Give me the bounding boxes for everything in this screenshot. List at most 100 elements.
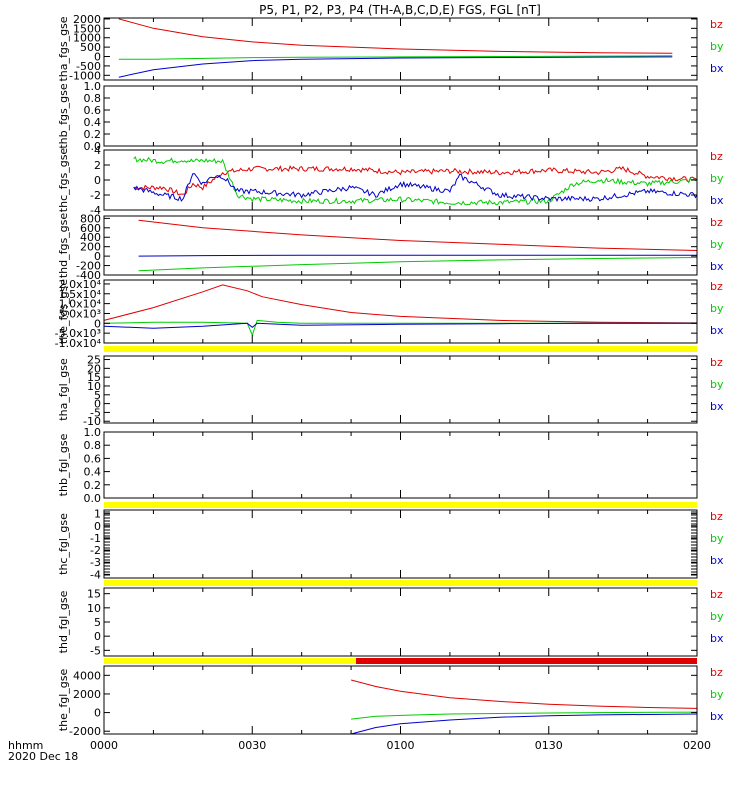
- series-by-line: [351, 711, 698, 720]
- legend-bz: bz: [710, 150, 723, 163]
- y-axis-label: thd_fgs_gse: [57, 213, 70, 279]
- y-tick-label: 0: [94, 630, 101, 643]
- flag-bar-yellow: [104, 658, 357, 664]
- y-tick-label: -5: [90, 644, 101, 657]
- panel-frame: [103, 587, 698, 657]
- legend-by: by: [710, 532, 724, 545]
- y-tick-label: 1500: [73, 22, 101, 35]
- y-axis-label: thb_fgl_gse: [57, 433, 70, 496]
- y-tick-label: -1000: [69, 69, 101, 82]
- y-tick-label: 1.0: [84, 80, 102, 93]
- y-tick-label: 20: [87, 362, 101, 375]
- y-tick-label: 0.2: [84, 128, 102, 141]
- y-tick-label: -3: [90, 556, 101, 569]
- y-axis-label: the_fgs_gse: [57, 279, 70, 344]
- y-tick-label: 0.0: [84, 140, 102, 153]
- legend-bx: bx: [710, 710, 724, 723]
- y-axis-label: the_fgl_gse: [57, 669, 70, 732]
- y-axis-label: thc_fgs_gse: [57, 148, 70, 213]
- series-by-line: [133, 156, 698, 206]
- y-tick-label: 600: [80, 222, 101, 235]
- y-tick-label: -4: [90, 204, 101, 217]
- legend-bx: bx: [710, 62, 724, 75]
- legend-bx: bx: [710, 324, 724, 337]
- series-bz-line: [138, 219, 698, 251]
- y-tick-label: 4: [94, 144, 101, 157]
- legend-by: by: [710, 302, 724, 315]
- y-tick-label: 2000: [73, 13, 101, 26]
- y-axis-label: thb_fgs_gse: [57, 83, 70, 149]
- y-tick-label: 0.8: [84, 439, 102, 452]
- legend-bz: bz: [710, 280, 723, 293]
- series-by-line: [118, 55, 673, 60]
- y-tick-label: -500: [76, 60, 101, 73]
- y-tick-label: 0.6: [84, 452, 102, 465]
- y-tick-label: 0.2: [84, 479, 102, 492]
- y-tick-label: 0.4: [84, 466, 102, 479]
- y-tick-label: 25: [87, 354, 101, 367]
- legend-bx: bx: [710, 194, 724, 207]
- panel-frame: [103, 149, 698, 211]
- series-bz-line: [103, 284, 698, 324]
- legend-by: by: [710, 40, 724, 53]
- y-tick-label: 5: [94, 389, 101, 402]
- y-tick-label: -10: [83, 415, 101, 428]
- y-tick-label: 800: [80, 212, 101, 225]
- y-tick-label: 1000: [73, 32, 101, 45]
- series-bx-line: [350, 713, 698, 735]
- x-label-hhmm: hhmm: [8, 739, 43, 752]
- legend-bz: bz: [710, 216, 723, 229]
- x-tick-label: 0130: [535, 739, 563, 752]
- y-tick-label: 0: [94, 174, 101, 187]
- y-tick-label: 2: [94, 159, 101, 172]
- y-tick-label: 200: [80, 241, 101, 254]
- panel-thb_fgl_gse: 1.00.80.60.40.20.0 thb_fgl_gse: [57, 426, 698, 505]
- y-tick-label: 4000: [73, 669, 101, 682]
- y-tick-label: 2000: [73, 688, 101, 701]
- series-bx-line: [133, 173, 698, 202]
- panel-thb_fgs_gse: 1.00.80.60.40.20.0 thb_fgs_gse: [57, 80, 698, 153]
- legend-by: by: [710, 238, 724, 251]
- legend-bx: bx: [710, 260, 724, 273]
- y-tick-label: 0: [94, 250, 101, 263]
- y-axis-label: thd_fgl_gse: [57, 590, 70, 653]
- legend-by: by: [710, 172, 724, 185]
- series-bz-line: [133, 165, 698, 196]
- x-tick-label: 0030: [238, 739, 266, 752]
- panel-thc_fgl_gse: 10-1-2-3-4 thc_fgl_gse bz by bx: [57, 508, 724, 582]
- y-tick-label: -1: [90, 532, 101, 545]
- legend-by: by: [710, 378, 724, 391]
- y-tick-label: 0.4: [84, 116, 102, 129]
- y-tick-label: -2: [90, 189, 101, 202]
- y-tick-label: 15: [87, 371, 101, 384]
- y-tick-label: 0: [94, 520, 101, 533]
- panel-the_fgs_gse: 2.0x10⁴1.5x10⁴1.0x10⁴5.0x10³0-5.0x10³-1.…: [55, 278, 724, 350]
- series-bx-line: [118, 56, 673, 78]
- y-tick-label: 0: [94, 317, 101, 330]
- y-tick-label: -4: [90, 568, 101, 581]
- y-tick-label: 1: [94, 508, 101, 521]
- series-bx-line: [103, 322, 697, 329]
- y-axis-label: tha_fgl_gse: [57, 358, 70, 421]
- y-tick-label: -200: [76, 260, 101, 273]
- y-tick-label: 1.5x10⁴: [59, 288, 102, 301]
- y-tick-label: -5: [90, 406, 101, 419]
- y-tick-label: -1.0x10⁴: [55, 337, 102, 350]
- y-tick-label: 0: [94, 398, 101, 411]
- y-tick-label: 10: [87, 380, 101, 393]
- panel-frame: [103, 85, 698, 147]
- y-tick-label: -5.0x10³: [55, 327, 101, 340]
- y-axis-label: tha_fgs_gse: [57, 16, 70, 81]
- y-axis-label: thc_fgl_gse: [57, 513, 70, 575]
- y-tick-label: 0: [94, 51, 101, 64]
- x-tick-label: 0100: [387, 739, 415, 752]
- panel-thc_fgs_gse: 4 2 0 -2 -4 thc_fgs_gse bz by bx: [57, 144, 724, 217]
- series-bx-line: [138, 254, 697, 257]
- x-label-date: 2020 Dec 18: [8, 750, 78, 763]
- panel-frame: [103, 509, 698, 579]
